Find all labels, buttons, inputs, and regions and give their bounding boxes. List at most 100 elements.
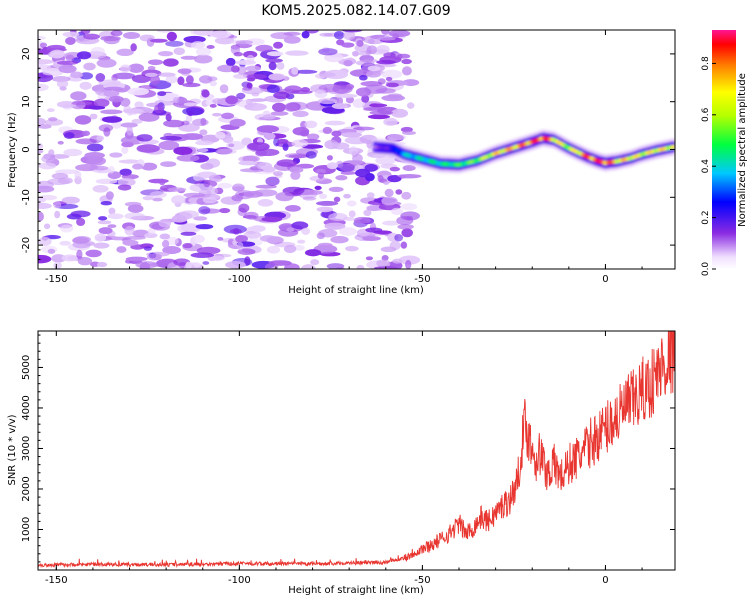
noise-blob xyxy=(387,175,402,183)
noise-blob xyxy=(62,31,80,38)
noise-blob xyxy=(103,127,111,137)
noise-blob xyxy=(136,134,153,142)
noise-blob xyxy=(238,160,257,166)
noise-blob xyxy=(65,37,76,45)
noise-blob xyxy=(266,84,280,94)
noise-blob xyxy=(319,193,327,200)
noise-blob xyxy=(143,246,152,251)
noise-blob xyxy=(277,138,289,144)
noise-blob xyxy=(181,133,204,140)
noise-blob xyxy=(112,72,136,80)
noise-blob xyxy=(276,62,285,70)
noise-blob xyxy=(306,133,320,140)
noise-blob xyxy=(283,244,297,254)
colorbar-label: Normalized spectral amplitude xyxy=(737,73,748,227)
noise-blob xyxy=(246,82,253,89)
noise-blob xyxy=(366,192,375,199)
noise-blob xyxy=(217,64,237,73)
x-tick-label: -150 xyxy=(45,274,68,285)
noise-blob xyxy=(262,114,276,120)
noise-blob xyxy=(218,207,231,214)
noise-blob xyxy=(195,224,214,230)
noise-blob xyxy=(231,183,245,192)
noise-blob xyxy=(330,235,349,244)
noise-blob xyxy=(348,146,359,156)
noise-blob xyxy=(103,36,120,45)
noise-blob xyxy=(376,259,391,268)
noise-blob xyxy=(284,103,298,112)
noise-blob xyxy=(275,192,294,202)
noise-blob xyxy=(314,185,322,191)
noise-blob xyxy=(123,108,144,114)
noise-blob xyxy=(394,234,404,242)
noise-blob xyxy=(56,60,79,65)
noise-blob xyxy=(182,242,193,249)
bottom-x-axis: -150 -100 -50 0 xyxy=(45,331,643,586)
noise-blob xyxy=(76,51,92,60)
noise-blob xyxy=(89,113,98,120)
colorbar-tick-label: 0.0 xyxy=(701,262,711,277)
noise-blob xyxy=(49,49,65,59)
noise-blob xyxy=(118,159,141,164)
noise-blob xyxy=(98,79,121,86)
noise-blob xyxy=(158,178,166,186)
noise-blob xyxy=(79,72,94,80)
noise-blob xyxy=(334,93,358,99)
noise-blob xyxy=(122,239,139,246)
noise-blob xyxy=(397,174,422,179)
noise-blob xyxy=(70,71,83,79)
noise-blob xyxy=(177,68,192,74)
noise-blob xyxy=(38,257,49,262)
noise-blob xyxy=(142,196,154,201)
noise-blob xyxy=(44,223,51,230)
noise-blob xyxy=(144,232,158,238)
noise-blob xyxy=(385,76,393,82)
noise-blob xyxy=(74,170,82,180)
noise-blob xyxy=(141,162,158,171)
noise-blob xyxy=(117,177,136,187)
noise-blob xyxy=(38,162,57,170)
noise-blob xyxy=(395,189,403,195)
y-tick-label: 0 xyxy=(21,146,32,152)
noise-blob xyxy=(47,248,56,254)
noise-blob xyxy=(369,110,394,116)
noise-blob xyxy=(217,182,233,189)
noise-blob xyxy=(93,98,110,108)
noise-blob xyxy=(166,236,179,246)
noise-blob xyxy=(352,50,360,57)
noise-blob xyxy=(183,102,198,107)
noise-blob xyxy=(135,261,158,269)
noise-blob xyxy=(173,146,193,156)
noise-blob xyxy=(105,191,114,200)
noise-blob xyxy=(38,117,46,126)
noise-blob xyxy=(326,162,339,170)
noise-blob xyxy=(376,45,390,54)
noise-blob xyxy=(147,59,164,66)
noise-blob xyxy=(212,98,224,105)
noise-blob xyxy=(150,38,168,43)
noise-blob xyxy=(75,138,97,145)
noise-blob xyxy=(59,224,74,233)
noise-blob xyxy=(187,110,194,117)
noise-blob xyxy=(316,200,339,206)
noise-blob xyxy=(268,61,277,71)
x-tick-label: -100 xyxy=(228,575,251,586)
noise-blob xyxy=(339,163,359,172)
noise-blob xyxy=(136,144,160,153)
noise-blob xyxy=(401,191,412,200)
noise-blob xyxy=(288,154,310,159)
noise-blob xyxy=(198,206,211,215)
noise-blob xyxy=(229,118,246,127)
noise-blob xyxy=(401,58,412,65)
noise-blob xyxy=(237,241,244,251)
noise-blob xyxy=(38,236,52,247)
noise-blob xyxy=(231,194,244,202)
noise-blob xyxy=(270,111,289,116)
noise-blob xyxy=(405,259,412,269)
noise-blob xyxy=(363,106,386,112)
noise-blob xyxy=(251,92,260,97)
noise-blob xyxy=(317,172,324,179)
noise-blob xyxy=(185,75,194,85)
noise-blob xyxy=(160,161,177,167)
